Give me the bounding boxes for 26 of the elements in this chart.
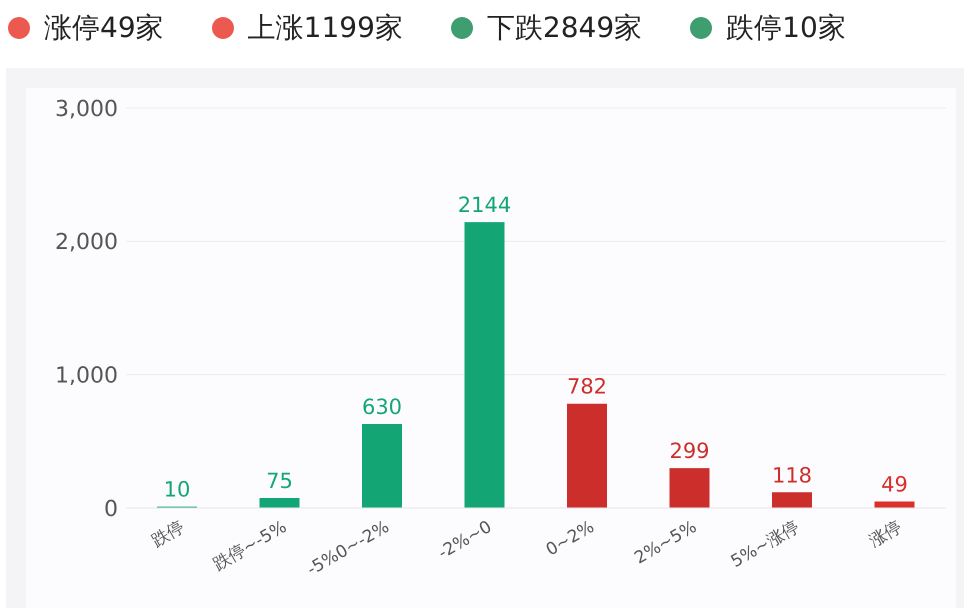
data-label: 630 xyxy=(362,395,402,419)
data-label: 2144 xyxy=(458,193,512,218)
bar xyxy=(260,498,300,508)
bar xyxy=(567,404,607,508)
data-label: 75 xyxy=(266,469,293,493)
bar xyxy=(464,222,504,508)
bar xyxy=(874,501,914,508)
text: 上涨1199家 xyxy=(248,10,403,46)
bar xyxy=(362,424,402,508)
x-tick-label: 涨停 xyxy=(866,517,906,552)
x-tick-label: 5%~涨停 xyxy=(728,517,803,572)
data-label: 10 xyxy=(164,478,190,502)
text: 跌停10家 xyxy=(726,10,846,46)
y-tick-label: 3,000 xyxy=(55,96,118,122)
text: 涨停49家 xyxy=(44,10,164,46)
data-label: 299 xyxy=(669,439,710,464)
bar xyxy=(772,492,812,508)
data-label: 118 xyxy=(772,463,812,488)
x-tick-label: 跌停 xyxy=(148,517,188,552)
data-label: 49 xyxy=(881,472,908,496)
data-label: 782 xyxy=(566,374,608,399)
text: 下跌2849家 xyxy=(486,10,642,46)
y-tick-label: 1,000 xyxy=(55,363,118,388)
y-tick-label: 0 xyxy=(104,496,118,522)
bar xyxy=(670,468,710,508)
y-tick-label: 2,000 xyxy=(55,230,118,256)
